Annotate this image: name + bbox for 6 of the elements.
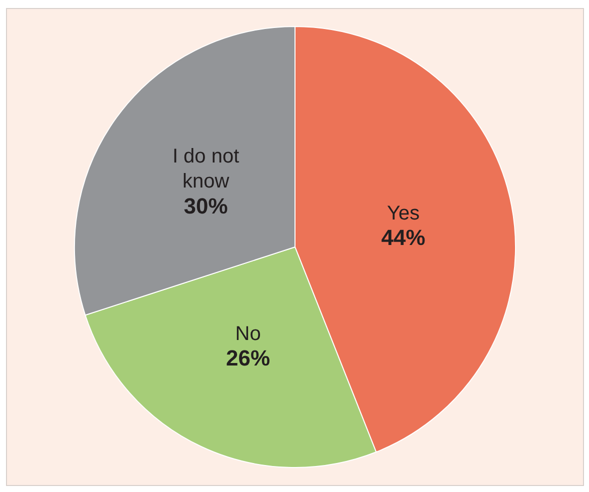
data-label: 44% xyxy=(381,224,426,250)
data-label: 26% xyxy=(226,345,270,370)
slice-label: I do not know xyxy=(172,146,240,193)
slice-label: Yes xyxy=(386,202,420,224)
data-label: 30% xyxy=(184,193,228,218)
slice-label: No xyxy=(235,322,261,345)
